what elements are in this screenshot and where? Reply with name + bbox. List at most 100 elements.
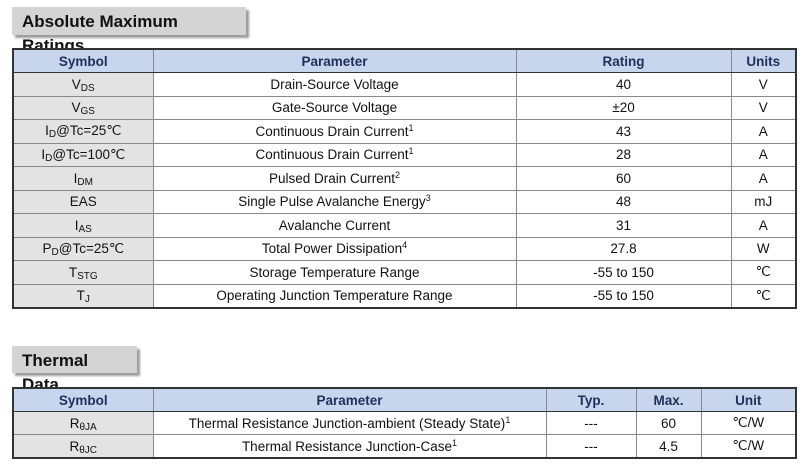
thermal-data-title: Thermal Data xyxy=(12,346,137,394)
table-header-row: Symbol Parameter Rating Units xyxy=(12,48,797,73)
symbol-main: R xyxy=(69,438,80,454)
header-max: Max. xyxy=(635,387,702,412)
symbol-main: V xyxy=(71,100,81,116)
units-cell: ℃ xyxy=(730,260,797,285)
units-cell: mJ xyxy=(730,189,797,214)
symbol-subscript: STG xyxy=(77,270,98,282)
symbol-subscript: D xyxy=(45,152,53,164)
symbol-main: R xyxy=(69,415,80,431)
parameter-text: Drain-Source Voltage xyxy=(270,76,399,92)
rating-cell: 40 xyxy=(515,72,732,97)
parameter-text: Thermal Resistance Junction-Case xyxy=(241,438,453,454)
parameter-text: Operating Junction Temperature Range xyxy=(216,288,453,304)
parameter-cell: Single Pulse Avalanche Energy3 xyxy=(152,189,517,214)
parameter-text: Storage Temperature Range xyxy=(249,264,420,280)
table-header-row: Symbol Parameter Typ. Max. Unit xyxy=(12,387,797,412)
table-row: ID@Tc=25℃ Continuous Drain Current1 43 A xyxy=(12,119,797,144)
symbol-main: T xyxy=(68,264,78,280)
parameter-text: Total Power Dissipation xyxy=(261,241,403,257)
max-cell: 60 xyxy=(635,411,702,435)
parameter-text: Avalanche Current xyxy=(278,217,391,233)
rating-cell: ±20 xyxy=(515,95,732,120)
header-units: Units xyxy=(730,48,797,73)
units-cell: A xyxy=(730,166,797,191)
table-row: RθJA Thermal Resistance Junction-ambient … xyxy=(12,411,797,435)
symbol-subscript: GS xyxy=(80,106,95,118)
units-cell: V xyxy=(730,95,797,120)
parameter-cell: Gate-Source Voltage xyxy=(152,95,517,120)
rating-cell: 31 xyxy=(515,213,732,238)
symbol-main: I xyxy=(74,217,79,233)
header-unit: Unit xyxy=(700,387,797,412)
rating-cell: -55 to 150 xyxy=(515,283,732,309)
typ-cell: --- xyxy=(545,411,637,435)
parameter-cell: Continuous Drain Current1 xyxy=(152,119,517,144)
rating-cell: 48 xyxy=(515,189,732,214)
table-row: PD@Tc=25℃ Total Power Dissipation4 27.8 W xyxy=(12,236,797,261)
header-symbol: Symbol xyxy=(12,48,154,73)
footnote-marker: 4 xyxy=(402,240,408,251)
symbol-condition: @Tc=100℃ xyxy=(52,146,126,162)
symbol-cell: RθJC xyxy=(12,434,154,459)
table-row: TSTG Storage Temperature Range -55 to 150 ℃ xyxy=(12,260,797,285)
symbol-subscript: D xyxy=(51,246,59,258)
symbol-cell: TJ xyxy=(12,283,154,309)
table-row: VGS Gate-Source Voltage ±20 V xyxy=(12,95,797,120)
footnote-marker: 1 xyxy=(408,146,414,157)
footnote-marker: 1 xyxy=(408,122,414,133)
table-row: IDM Pulsed Drain Current2 60 A xyxy=(12,166,797,191)
table-row: ID@Tc=100℃ Continuous Drain Current1 28 A xyxy=(12,142,797,167)
parameter-cell: Avalanche Current xyxy=(152,213,517,238)
symbol-subscript: AS xyxy=(78,223,92,235)
symbol-subscript: DS xyxy=(80,82,95,94)
symbol-cell: ID@Tc=25℃ xyxy=(12,119,154,144)
units-cell: A xyxy=(730,213,797,238)
parameter-cell: Operating Junction Temperature Range xyxy=(152,283,517,309)
rating-cell: 60 xyxy=(515,166,732,191)
parameter-cell: Pulsed Drain Current2 xyxy=(152,166,517,191)
symbol-cell: PD@Tc=25℃ xyxy=(12,236,154,261)
rating-cell: 28 xyxy=(515,142,732,167)
header-rating: Rating xyxy=(515,48,732,73)
footnote-marker: 2 xyxy=(395,169,401,180)
symbol-cell: IAS xyxy=(12,213,154,238)
parameter-cell: Drain-Source Voltage xyxy=(152,72,517,97)
unit-cell: ℃/W xyxy=(700,434,797,459)
parameter-cell: Thermal Resistance Junction-ambient (Ste… xyxy=(152,411,547,435)
footnote-marker: 3 xyxy=(425,193,431,204)
rating-cell: 27.8 xyxy=(515,236,732,261)
header-symbol: Symbol xyxy=(12,387,154,412)
header-parameter: Parameter xyxy=(152,48,517,73)
symbol-main: T xyxy=(76,288,85,304)
units-cell: W xyxy=(730,236,797,261)
parameter-cell: Storage Temperature Range xyxy=(152,260,517,285)
units-cell: A xyxy=(730,119,797,144)
symbol-subscript: θJC xyxy=(79,444,98,456)
symbol-cell: ID@Tc=100℃ xyxy=(12,142,154,167)
header-typ: Typ. xyxy=(545,387,637,412)
footnote-marker: 1 xyxy=(505,414,511,425)
units-cell: A xyxy=(730,142,797,167)
parameter-text: Single Pulse Avalanche Energy xyxy=(238,194,426,210)
absolute-maximum-ratings-table: Symbol Parameter Rating Units VDS Drain-S… xyxy=(12,48,797,309)
symbol-cell: EAS xyxy=(12,189,154,214)
unit-cell: ℃/W xyxy=(700,411,797,435)
thermal-data-table: Symbol Parameter Typ. Max. Unit RθJA Ther… xyxy=(12,387,797,459)
symbol-cell: IDM xyxy=(12,166,154,191)
symbol-main: I xyxy=(45,123,49,139)
rating-cell: 43 xyxy=(515,119,732,144)
symbol-cell: VDS xyxy=(12,72,154,97)
units-cell: ℃ xyxy=(730,283,797,309)
symbol-main: V xyxy=(71,76,81,92)
parameter-text: Continuous Drain Current xyxy=(255,123,409,139)
parameter-text: Gate-Source Voltage xyxy=(271,100,398,116)
footnote-marker: 1 xyxy=(452,437,458,448)
typ-cell: --- xyxy=(545,434,637,459)
parameter-text: Continuous Drain Current xyxy=(255,147,409,163)
symbol-subscript: J xyxy=(84,294,90,306)
symbol-main: P xyxy=(42,240,52,256)
rating-cell: -55 to 150 xyxy=(515,260,732,285)
table-row: EAS Single Pulse Avalanche Energy3 48 mJ xyxy=(12,189,797,214)
symbol-cell: TSTG xyxy=(12,260,154,285)
table-row: TJ Operating Junction Temperature Range -5… xyxy=(12,283,797,309)
